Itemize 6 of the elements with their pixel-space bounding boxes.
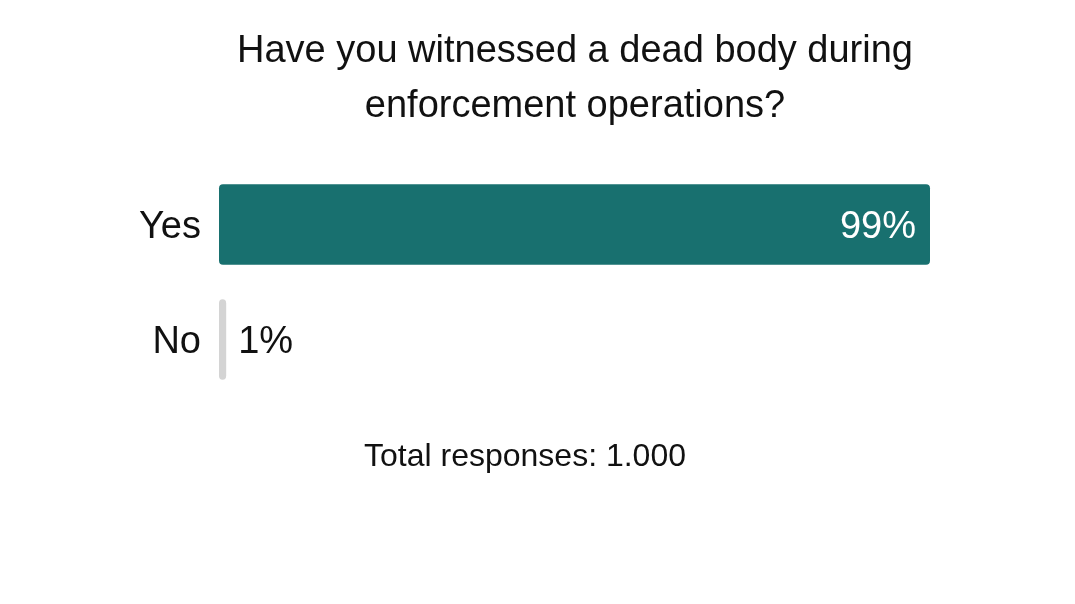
data-label: 1% xyxy=(238,318,294,361)
data-label: 99% xyxy=(839,203,916,246)
y-tick-label: Yes xyxy=(139,203,201,246)
chart-title: Have you witnessed a dead body during enforcement operations? xyxy=(236,28,914,125)
y-tick-label: No xyxy=(152,318,201,361)
text: Total responses: 1.000 xyxy=(364,437,686,473)
